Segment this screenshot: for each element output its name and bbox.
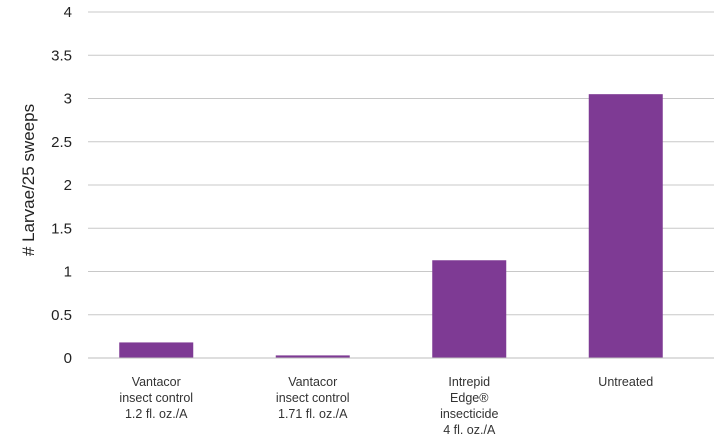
bar xyxy=(588,94,663,359)
x-category-label-line: insect control xyxy=(276,391,350,405)
y-tick-label: 0 xyxy=(64,350,72,367)
bar xyxy=(275,355,350,358)
x-category-label: Vantacor insect control 1.2 fl. oz./A xyxy=(119,375,193,421)
y-tick-label: 3 xyxy=(64,91,72,108)
y-tick-label: 1.5 xyxy=(51,220,72,237)
x-category-label-line: Vantacor xyxy=(288,375,337,389)
bars xyxy=(119,94,663,359)
y-tick-label: 0.5 xyxy=(51,307,72,324)
y-tick-label: 1 xyxy=(64,264,72,281)
x-axis-categories: Vantacor insect control 1.2 fl. oz./AVanta… xyxy=(119,375,653,437)
y-axis-label: # Larvae/25 sweeps xyxy=(19,104,38,256)
y-axis-ticks: 0 0.5 1 1.5 2 2.5 3 3.5 4 xyxy=(51,4,72,367)
x-category-label-line: 1.71 fl. oz./A xyxy=(278,407,348,421)
y-tick-label: 4 xyxy=(64,4,72,21)
x-category-label-line: Untreated xyxy=(598,375,653,389)
bar xyxy=(432,260,507,358)
x-category-label-line: insecticide xyxy=(440,407,498,421)
gridlines xyxy=(88,11,714,316)
y-tick-label: 2 xyxy=(64,177,72,194)
x-category-label-line: Vantacor xyxy=(132,375,181,389)
x-category-label-line: insect control xyxy=(119,391,193,405)
y-tick-label: 2.5 xyxy=(51,134,72,151)
x-category-label-line: Edge® xyxy=(450,391,489,405)
x-category-label: Untreated xyxy=(598,375,653,389)
x-category-label-line: 1.2 fl. oz./A xyxy=(125,407,188,421)
x-category-label-line: Intrepid xyxy=(448,375,490,389)
x-category-label-line: 4 fl. oz./A xyxy=(443,423,496,437)
x-category-label: Intrepid Edge® insecticide 4 fl. oz./A xyxy=(440,375,498,437)
y-tick-label: 3.5 xyxy=(51,47,72,64)
x-category-label: Vantacor insect control 1.71 fl. oz./A xyxy=(276,375,350,421)
bar xyxy=(119,342,194,358)
